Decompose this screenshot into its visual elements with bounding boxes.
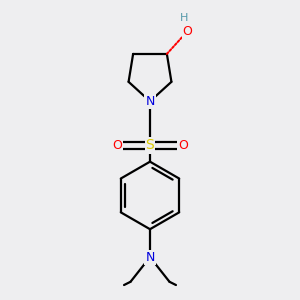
Text: S: S (146, 139, 154, 152)
Text: N: N (145, 250, 155, 264)
Text: N: N (145, 95, 155, 108)
Text: O: O (183, 26, 193, 38)
Text: O: O (178, 139, 188, 152)
Text: H: H (180, 13, 188, 23)
Text: O: O (112, 139, 122, 152)
